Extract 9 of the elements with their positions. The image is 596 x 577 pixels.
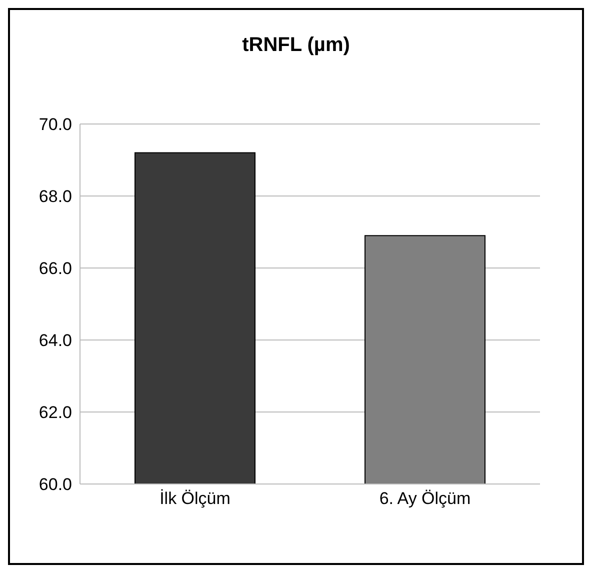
y-tick-label: 60.0: [38, 475, 72, 494]
y-tick-label: 66.0: [38, 259, 72, 278]
y-tick-label: 68.0: [38, 187, 72, 206]
x-tick-label: 6. Ay Ölçüm: [379, 489, 471, 508]
y-tick-label: 62.0: [38, 403, 72, 422]
x-tick-label: İlk Ölçüm: [160, 489, 230, 508]
chart-title: tRNFL (µm): [241, 33, 351, 58]
y-tick-label: 64.0: [38, 331, 72, 350]
y-tick-label: 70.0: [38, 115, 72, 134]
